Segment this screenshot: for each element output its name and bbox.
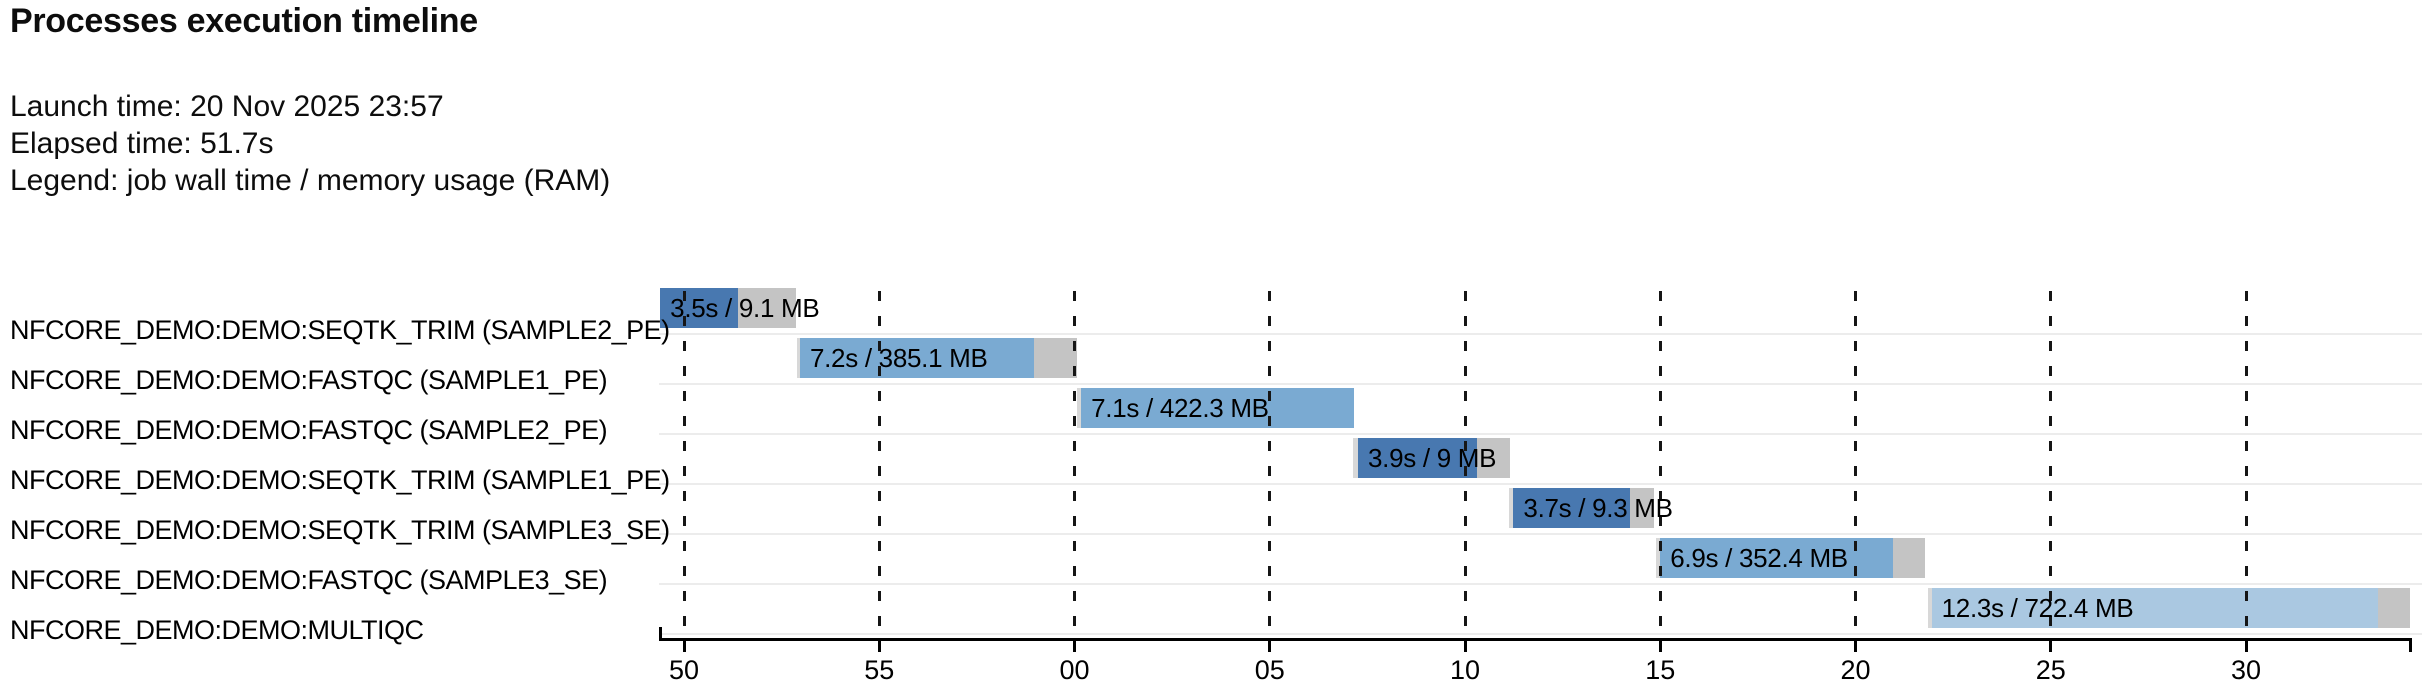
bar-value-label: 7.1s / 422.3 MB	[1091, 393, 1269, 423]
bar-walltime-segment	[660, 288, 738, 328]
process-row-label: NFCORE_DEMO:DEMO:FASTQC (SAMPLE1_PE)	[10, 365, 608, 395]
process-row-label: NFCORE_DEMO:DEMO:SEQTK_TRIM (SAMPLE3_SE)	[10, 515, 670, 545]
x-axis-tick	[2244, 640, 2248, 652]
row-separator	[659, 583, 2422, 585]
grid-line	[682, 291, 686, 640]
process-row-label: NFCORE_DEMO:DEMO:MULTIQC	[10, 615, 424, 645]
grid-line	[1854, 291, 1857, 640]
bar-value-label: 7.2s / 385.1 MB	[809, 343, 988, 373]
x-axis-tick	[1658, 640, 1662, 652]
grid-line	[1073, 291, 1076, 640]
x-axis-tick	[2049, 640, 2053, 652]
x-axis-line	[659, 638, 2412, 641]
x-axis-tick-label: 05	[1254, 655, 1285, 685]
bar-value-label: 3.7s / 9.3 MB	[1523, 493, 1673, 523]
x-axis-tick-label: 25	[2035, 655, 2066, 685]
row-separator	[659, 633, 2422, 635]
x-axis-tick-label: 10	[1449, 655, 1481, 685]
bar-walltime-segment	[1513, 488, 1630, 528]
grid-line	[2049, 291, 2053, 640]
x-axis-tick	[682, 640, 686, 652]
bar-value-label: 3.9s / 9 MB	[1368, 443, 1497, 473]
process-row-label: NFCORE_DEMO:DEMO:SEQTK_TRIM (SAMPLE1_PE)	[10, 465, 670, 495]
x-axis-tick	[1463, 640, 1467, 652]
row-separator	[659, 433, 2422, 435]
bar-walltime-segment	[1081, 388, 1355, 428]
grid-line	[1658, 291, 1662, 640]
row-separator	[659, 383, 2422, 385]
launch-time-line: Launch time: 20 Nov 2025 23:57	[10, 90, 444, 123]
grid-line	[2244, 291, 2248, 640]
x-axis-endcap-left	[659, 627, 662, 639]
x-axis-tick	[1854, 640, 1857, 652]
bar-start-sliver	[1655, 538, 1661, 578]
x-axis-tick-label: 20	[1840, 655, 1871, 685]
x-axis-tick-label: 00	[1059, 655, 1090, 685]
x-axis-tick-label: 15	[1645, 655, 1676, 685]
x-axis-tick-label: 55	[864, 655, 895, 685]
grid-line	[877, 291, 881, 640]
bar-value-label: 3.5s / 9.1 MB	[670, 293, 820, 323]
bar-value-label: 6.9s / 352.4 MB	[1670, 543, 1848, 573]
bar-walltime-segment	[1931, 588, 2378, 628]
process-row-label: NFCORE_DEMO:DEMO:FASTQC (SAMPLE3_SE)	[10, 565, 608, 595]
row-separator	[659, 533, 2422, 535]
row-separator	[659, 483, 2422, 485]
bar-start-sliver	[796, 338, 800, 378]
grid-line	[1463, 291, 1467, 640]
process-row-label: NFCORE_DEMO:DEMO:SEQTK_TRIM (SAMPLE2_PE)	[10, 315, 670, 345]
bar-walltime-segment	[799, 338, 1034, 378]
x-axis-endcap-right	[2409, 640, 2412, 652]
bar-start-sliver	[1076, 388, 1082, 428]
report-metadata: Launch time: 20 Nov 2025 23:57 Elapsed t…	[10, 88, 610, 199]
bar-walltime-segment	[1358, 438, 1478, 478]
x-axis-tick-label: 50	[668, 655, 700, 685]
elapsed-time-line: Elapsed time: 51.7s	[10, 127, 274, 160]
page-title: Processes execution timeline	[10, 2, 478, 40]
legend-line: Legend: job wall time / memory usage (RA…	[10, 164, 611, 197]
x-axis-tick	[1268, 640, 1272, 652]
bar-start-sliver	[1927, 588, 1932, 628]
row-separator	[659, 333, 2422, 335]
bar-start-sliver	[1352, 438, 1358, 478]
bar-start-sliver	[1509, 488, 1514, 528]
grid-line	[1268, 291, 1272, 640]
process-row-label: NFCORE_DEMO:DEMO:FASTQC (SAMPLE2_PE)	[10, 415, 608, 445]
bar-value-label: 12.3s / 722.4 MB	[1941, 593, 2134, 623]
x-axis-tick-label: 30	[2230, 655, 2262, 685]
x-axis-tick	[1073, 640, 1076, 652]
x-axis-tick	[877, 640, 881, 652]
